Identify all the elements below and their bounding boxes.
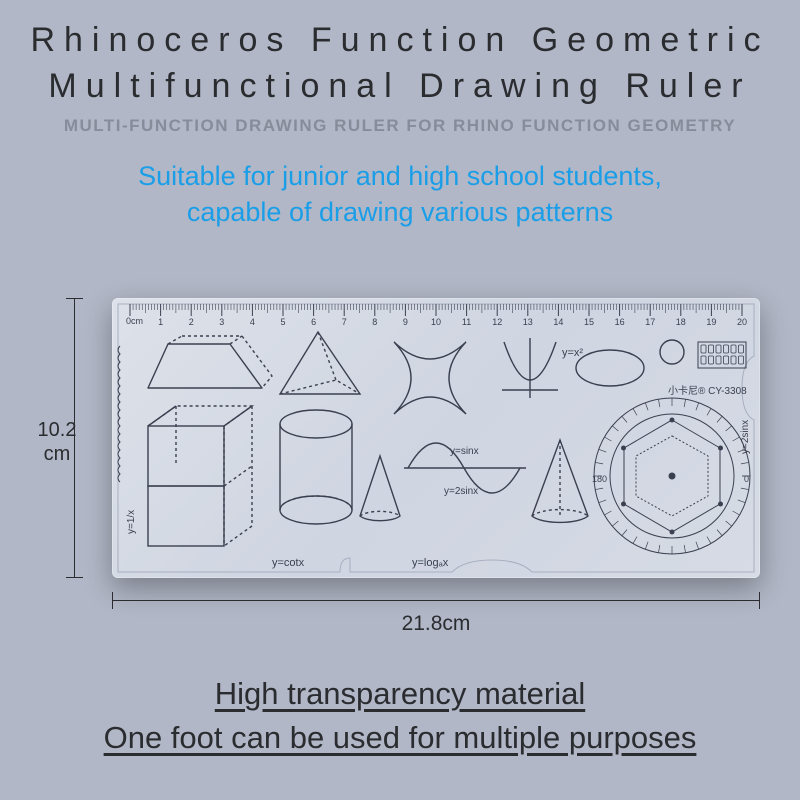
svg-text:4: 4: [250, 317, 255, 327]
product-area: 10.2cm 0cm 12345678910111213141516171819…: [40, 280, 760, 620]
svg-text:0: 0: [744, 474, 749, 484]
sin-label: y=sinx: [450, 446, 479, 457]
parabola-label: y=x²: [562, 347, 583, 359]
svg-text:2: 2: [189, 317, 194, 327]
tagline: Suitable for junior and high school stud…: [0, 158, 800, 231]
sin2-label: y=2sinx: [444, 486, 478, 497]
footer-line2: One foot can be used for multiple purpos…: [0, 720, 800, 756]
subtitle: MULTI-FUNCTION DRAWING RULER FOR RHINO F…: [0, 116, 800, 136]
svg-text:12: 12: [492, 317, 502, 327]
svg-text:16: 16: [615, 317, 625, 327]
right-vert-label: y=2sinx: [740, 420, 751, 454]
svg-text:180: 180: [592, 474, 607, 484]
svg-text:17: 17: [645, 317, 655, 327]
svg-text:3: 3: [219, 317, 224, 327]
main-title: Rhinoceros Function Geometric Multifunct…: [0, 0, 800, 110]
dimension-width-label: 21.8cm: [112, 612, 760, 636]
svg-text:6: 6: [311, 317, 316, 327]
svg-text:7: 7: [342, 317, 347, 327]
cot-label: y=cotx: [272, 557, 305, 569]
log-label: y=logₐx: [412, 557, 449, 569]
svg-text:18: 18: [676, 317, 686, 327]
svg-text:9: 9: [403, 317, 408, 327]
ruler-scale: 0cm: [126, 316, 143, 326]
title-line2: Multifunctional Drawing Ruler: [48, 67, 751, 105]
title-line1: Rhinoceros Function Geometric: [30, 21, 769, 59]
svg-text:10: 10: [431, 317, 441, 327]
dimension-width: 21.8cm: [112, 588, 760, 648]
svg-text:11: 11: [462, 317, 471, 327]
dimension-height-label: 10.2cm: [32, 418, 82, 466]
svg-text:20: 20: [737, 317, 747, 327]
tagline-line2: capable of drawing various patterns: [187, 197, 613, 227]
ruler-svg: 0cm 1234567891011121314151617181920: [112, 298, 760, 578]
tagline-line1: Suitable for junior and high school stud…: [138, 161, 662, 191]
dimension-height: 10.2cm: [40, 298, 100, 578]
left-vert-label: y=1/x: [126, 510, 137, 534]
svg-text:0cm: 0cm: [126, 316, 143, 326]
svg-text:13: 13: [523, 317, 533, 327]
footer-line1: High transparency material: [0, 676, 800, 712]
svg-text:5: 5: [280, 317, 285, 327]
svg-text:8: 8: [372, 317, 377, 327]
model-code: 小卡尼® CY-3308: [668, 384, 747, 397]
svg-text:14: 14: [553, 317, 563, 327]
svg-text:19: 19: [706, 317, 716, 327]
svg-text:1: 1: [158, 317, 163, 327]
svg-text:15: 15: [584, 317, 594, 327]
ruler-product-image: 0cm 1234567891011121314151617181920: [112, 298, 760, 578]
